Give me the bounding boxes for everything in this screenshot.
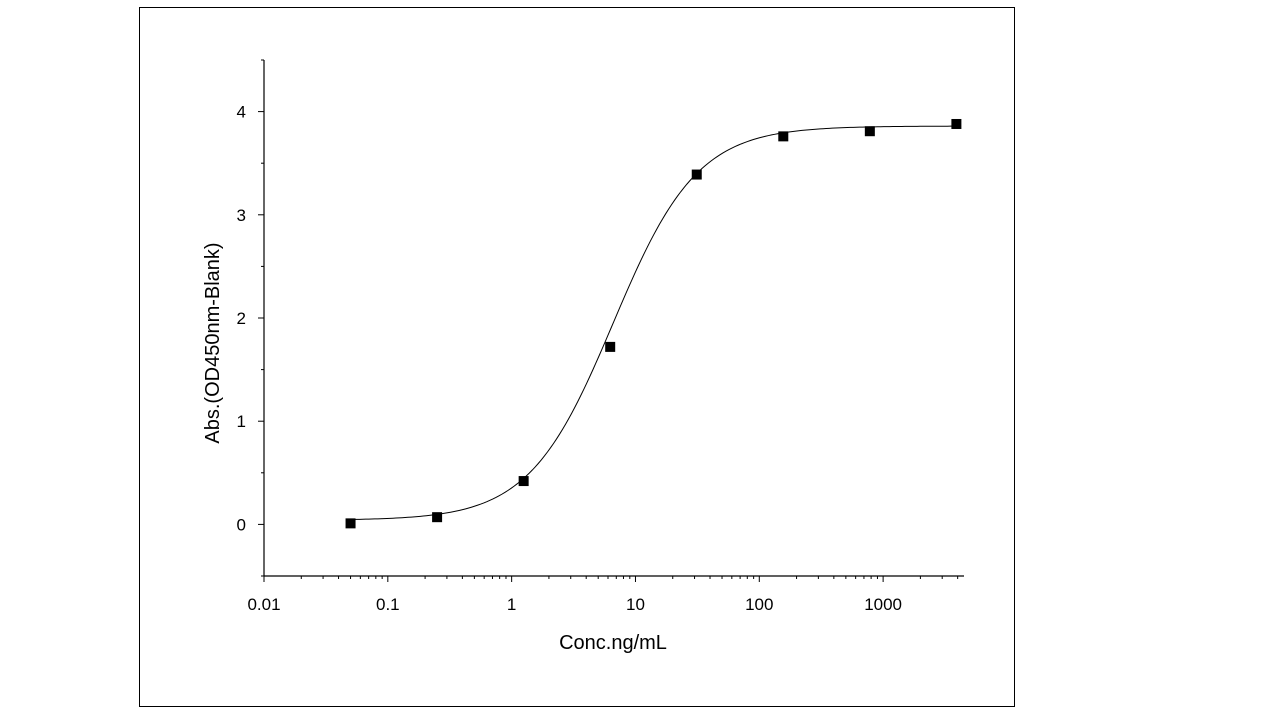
y-tick-label: 0 — [237, 515, 246, 534]
y-tick-label: 2 — [237, 309, 246, 328]
data-point — [691, 169, 702, 180]
data-point — [864, 126, 875, 137]
data-point — [518, 476, 529, 487]
data-point — [778, 131, 789, 142]
y-tick-label: 4 — [237, 103, 246, 122]
y-tick-label: 1 — [237, 412, 246, 431]
x-tick-label: 1 — [507, 595, 516, 614]
data-point — [951, 118, 962, 129]
data-point — [345, 518, 356, 529]
x-tick-label: 1000 — [864, 595, 902, 614]
x-tick-label: 100 — [745, 595, 773, 614]
y-axis-title: Abs.(OD450nm-Blank) — [202, 242, 224, 443]
chart-frame: 0 1 2 3 4 0.01 0.1 1 10 100 1000 Conc.ng/mL Abs.(O… — [139, 7, 1015, 707]
x-tick-label: 0.01 — [247, 595, 280, 614]
fit-curve-group — [350, 125, 957, 521]
y-tick-label: 3 — [237, 206, 246, 225]
fit-curve — [350, 125, 957, 521]
axes: 0 1 2 3 4 0.01 0.1 1 10 100 1000 — [237, 59, 964, 614]
x-tick-label: 10 — [626, 595, 645, 614]
x-axis-title: Conc.ng/mL — [559, 632, 667, 654]
data-point — [432, 512, 443, 523]
data-points — [345, 118, 962, 529]
data-point — [605, 341, 616, 352]
chart-plot: 0 1 2 3 4 0.01 0.1 1 10 100 1000 Conc.ng/mL Abs.(O… — [202, 59, 964, 654]
x-tick-label: 0.1 — [376, 595, 400, 614]
